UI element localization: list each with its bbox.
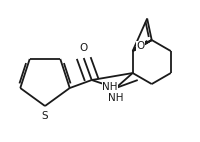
Text: NH: NH	[102, 82, 117, 92]
Text: S: S	[41, 111, 48, 121]
Text: O: O	[79, 43, 87, 53]
Text: NH: NH	[107, 93, 123, 103]
Text: NH: NH	[107, 93, 123, 103]
Text: O: O	[136, 41, 144, 51]
